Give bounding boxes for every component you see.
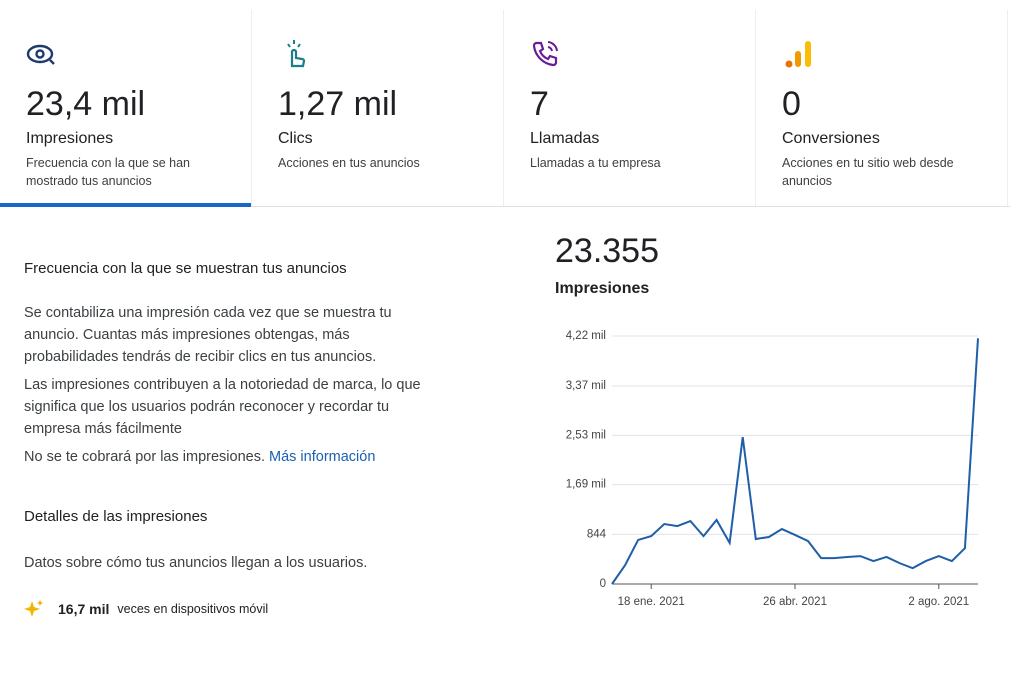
device-row: 16,7 mil veces en dispositivos móvil <box>24 598 434 620</box>
metric-desc: Frecuencia con la que se han mostrado tu… <box>26 156 190 188</box>
x-tick-label: 18 ene. 2021 <box>618 596 685 608</box>
metric-value: 23,4 mil <box>26 85 146 123</box>
metric-label: Llamadas <box>530 130 600 147</box>
metric-desc: Acciones en tus anuncios <box>278 156 420 170</box>
y-tick-label: 844 <box>587 528 607 540</box>
sparkle-icon <box>24 600 43 617</box>
click-icon <box>287 40 306 68</box>
chart: 0 844 1,69 mil 2,53 mil 3,37 mil 4,22 mil 18 e… <box>566 330 979 608</box>
info-paragraph: Las impresiones contribuyen a la notorie… <box>24 377 421 437</box>
eye-icon <box>26 44 55 65</box>
metric-desc: Llamadas a tu empresa <box>530 156 661 170</box>
details-desc: Datos sobre cómo tus anuncios llegan a l… <box>24 555 368 571</box>
device-value: 16,7 mil <box>58 601 110 617</box>
y-tick-label: 1,69 mil <box>566 479 606 491</box>
details-title: Detalles de las impresiones <box>24 508 208 525</box>
x-tick-label: 26 abr. 2021 <box>763 596 827 608</box>
info-note: No se te cobrará por las impresiones. <box>24 449 265 465</box>
metric-value: 0 <box>782 85 801 123</box>
y-tick-label: 0 <box>600 578 606 590</box>
metric-card[interactable]: 7 Llamadas Llamadas a tu empresa <box>504 10 756 206</box>
x-tick-label: 2 ago. 2021 <box>908 596 969 608</box>
y-tick-label: 3,37 mil <box>566 380 606 392</box>
metric-value: 1,27 mil <box>278 85 398 123</box>
info-paragraph: Se contabiliza una impresión cada vez qu… <box>24 305 392 365</box>
metric-card[interactable]: 0 Conversiones Acciones en tu sitio web … <box>756 10 1008 206</box>
conversion-icon <box>785 41 811 68</box>
metric-card[interactable]: 1,27 mil Clics Acciones en tus anuncios <box>252 10 504 206</box>
metric-label: Impresiones <box>26 130 114 147</box>
metric-label: Conversiones <box>782 130 880 147</box>
more-info-link[interactable]: Más información <box>269 449 376 465</box>
y-tick-label: 2,53 mil <box>566 429 606 441</box>
metric-desc: Acciones en tu sitio web desde anuncios <box>782 156 954 188</box>
info-title: Frecuencia con la que se muestran tus an… <box>24 260 347 277</box>
metric-cards: 23,4 mil Impresiones Frecuencia con la q… <box>0 10 1010 207</box>
phone-icon <box>532 41 558 67</box>
chart-title: Impresiones <box>555 280 650 297</box>
device-text: veces en dispositivos móvil <box>117 602 269 616</box>
metric-label: Clics <box>278 130 313 147</box>
metric-value: 7 <box>530 85 549 123</box>
line-series <box>611 338 979 585</box>
info-note-row: No se te cobrará por las impresiones. Má… <box>24 446 434 468</box>
chart-total: 23.355 <box>555 232 659 270</box>
info-panel: Frecuencia con la que se muestran tus an… <box>24 258 434 620</box>
metric-card[interactable]: 23,4 mil Impresiones Frecuencia con la q… <box>0 10 252 207</box>
y-tick-label: 4,22 mil <box>566 330 606 342</box>
